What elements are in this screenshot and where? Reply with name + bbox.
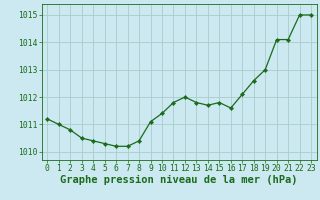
X-axis label: Graphe pression niveau de la mer (hPa): Graphe pression niveau de la mer (hPa) — [60, 175, 298, 185]
